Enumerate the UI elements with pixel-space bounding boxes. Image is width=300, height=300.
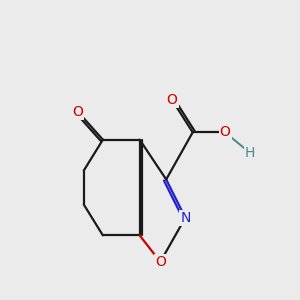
Text: O: O <box>155 255 166 269</box>
Text: O: O <box>72 105 83 119</box>
Text: O: O <box>167 93 178 107</box>
Text: H: H <box>245 146 255 160</box>
Text: N: N <box>180 211 190 225</box>
Text: O: O <box>220 125 230 139</box>
